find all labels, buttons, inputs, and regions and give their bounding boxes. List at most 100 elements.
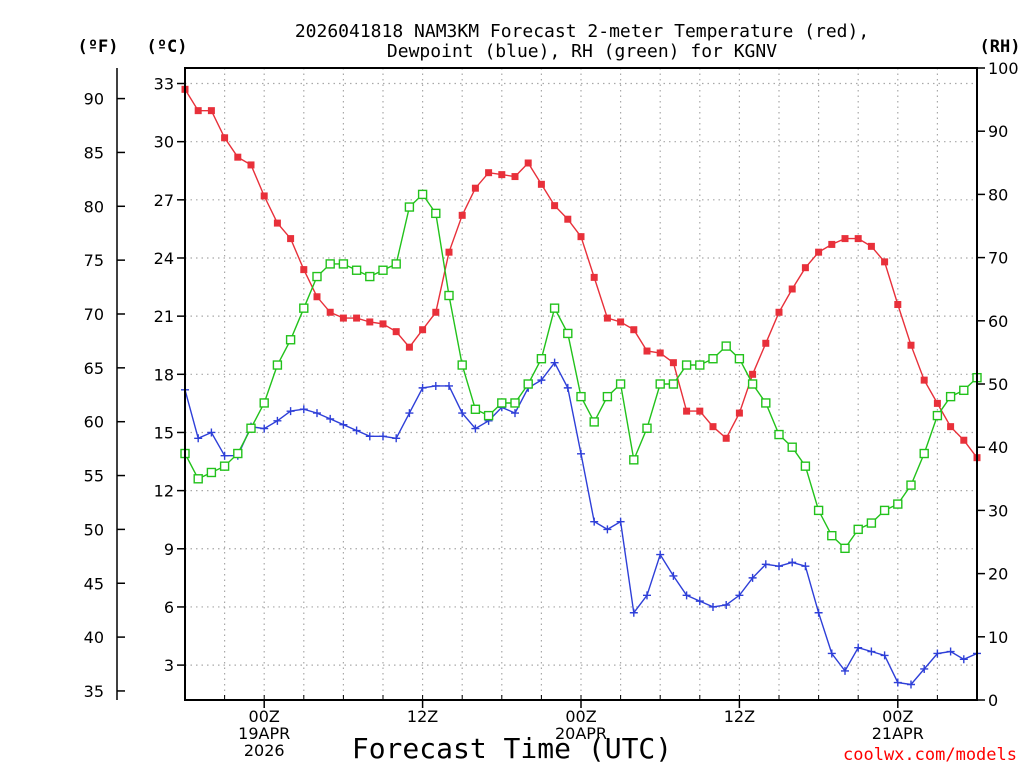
dewpoint-point [695,597,704,606]
dewpoint-point [656,550,665,559]
rh-tick-label: 70 [988,249,1008,268]
dewpoint-point [207,428,216,437]
dewpoint-point [194,434,203,443]
series-layer [180,85,982,689]
dewpoint-point [563,383,572,392]
temperature-point [392,328,400,336]
temperature-point [854,235,862,243]
temperature-point [801,264,809,272]
dewpoint-point [220,451,229,460]
dewpoint-point [418,383,427,392]
dewpoint-point [761,560,770,569]
rh-point [840,543,850,554]
celsius-unit-label: (ºC) [147,37,188,57]
rh-point [655,379,665,389]
rh-point [945,391,956,402]
temperature-point [960,436,968,444]
temperature-point [867,242,875,250]
dewpoint-point [392,434,401,443]
temperature-point [445,248,453,256]
temperature-point [947,423,955,431]
dewpoint-point [827,649,836,658]
temperature-point [419,326,427,334]
dewpoint-point [365,432,374,441]
temperature-point [485,169,493,177]
rh-tick-label: 30 [988,501,1008,520]
dewpoint-point [286,407,295,416]
temperature-point [603,314,611,322]
fahrenheit-tick-label: 85 [84,143,104,162]
rh-point [365,271,375,282]
fahrenheit-tick-label: 45 [84,574,104,593]
rh-tick-label: 80 [988,185,1008,204]
dewpoint-point [682,591,691,600]
rh-point [259,398,269,408]
dewpoint-point [643,591,651,600]
rh-point [959,385,969,396]
rh-tick-label: 90 [988,122,1008,141]
temperature-point [669,359,677,367]
rh-point [246,423,256,433]
temperature-point [207,107,215,115]
temperature-point [405,343,413,351]
temperature-point [590,273,598,281]
rh-point [906,480,916,490]
x-tick-label: 20APR [555,724,607,743]
rh-point [642,423,652,433]
temperature-point [683,407,691,415]
celsius-tick-label: 6 [164,598,174,617]
dewpoint-point [748,573,757,582]
rh-point [483,410,494,421]
rh-point [351,265,362,275]
dewpoint-point [946,647,955,656]
temperature-point [881,258,889,266]
dewpoint-point [854,643,863,652]
rh-point [866,518,877,528]
rh-unit-label: (RH) [980,37,1021,57]
x-tick-label: 00Z [565,707,596,726]
dewpoint-point [537,376,546,385]
dewpoint-point [801,562,810,571]
rh-point [404,202,415,212]
dewpoint-point [907,680,915,689]
dewpoint-point [775,562,783,571]
rh-point [444,290,454,301]
fahrenheit-axis: 35 40 45 50 55 60 65 70 75 80 85 90 [84,68,125,701]
temperature-point [326,308,334,316]
temperature-point [498,171,506,179]
rh-point [233,448,243,459]
dewpoint-point [814,608,823,617]
temperature-point [815,248,823,256]
rh-point [272,360,283,370]
rh-point [681,360,692,370]
dewpoint-point [709,602,717,611]
rh-point [378,265,388,275]
series-dewpoint [181,358,981,689]
temperature-point [656,349,664,357]
rh-point [853,524,863,535]
dewpoint-point [273,416,282,425]
rh-point [695,360,705,370]
dewpoint-point [299,405,308,414]
temperature-point [221,134,229,142]
rh-point [325,259,335,269]
credit-text: coolwx.com/models [843,745,1017,765]
rh-point [470,404,481,414]
rh-axis: 0 10 20 30 40 50 60 70 80 90 100 [977,59,1019,710]
temperature-point [313,293,321,301]
dewpoint-point [933,649,942,658]
temperature-point [471,184,479,192]
rh-point [774,429,784,440]
temperature-point [339,314,347,322]
temperature-point [247,161,255,169]
rh-point [417,189,428,200]
temperature-point [933,399,941,407]
rh-point [338,259,349,269]
temperature-point [273,219,281,227]
rh-point [721,341,731,351]
rh-point [510,398,520,408]
rh-point [193,474,203,484]
rh-point [497,398,507,408]
temperature-point [379,320,387,328]
temperature-point [630,326,638,334]
